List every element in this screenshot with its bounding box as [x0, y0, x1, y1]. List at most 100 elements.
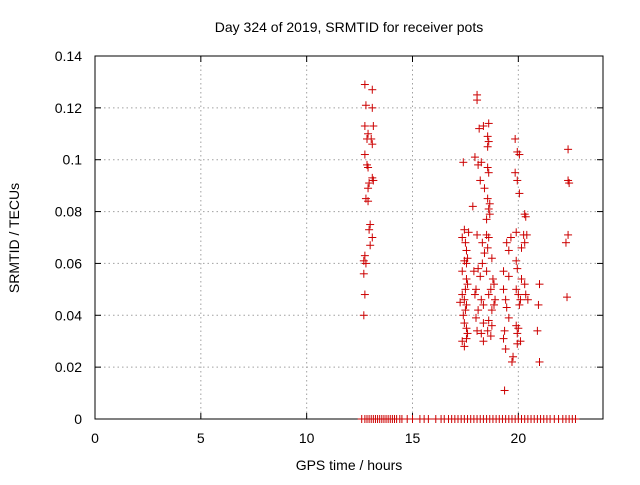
data-point: [520, 280, 529, 289]
data-point: [484, 316, 493, 325]
y-axis-label: SRMTID / TECUs: [6, 183, 22, 293]
data-point: [486, 332, 495, 341]
data-point: [459, 158, 468, 167]
data-point: [470, 153, 479, 162]
data-point: [483, 243, 492, 252]
data-point: [564, 230, 573, 239]
data-point: [473, 230, 482, 239]
data-point: [359, 269, 368, 278]
data-point: [360, 80, 369, 89]
data-point: [488, 274, 497, 283]
data-point: [461, 238, 470, 247]
data-point: [474, 160, 483, 169]
y-tick-label: 0: [74, 411, 82, 427]
data-point: [563, 293, 572, 302]
data-point: [507, 357, 516, 366]
data-point: [359, 311, 368, 320]
data-point: [460, 295, 469, 304]
data-point: [478, 259, 487, 268]
y-tick-label: 0.06: [55, 255, 82, 271]
data-point: [513, 329, 522, 338]
data-point: [515, 150, 524, 159]
grid-lines: [95, 56, 603, 419]
data-point: [491, 295, 500, 304]
data-point: [500, 326, 509, 335]
data-point: [364, 129, 373, 138]
y-tick-label: 0.08: [55, 204, 82, 220]
data-point: [368, 233, 377, 242]
data-point: [367, 134, 376, 143]
data-point: [475, 124, 484, 133]
data-points: [357, 80, 580, 423]
data-point: [462, 259, 471, 268]
x-tick-label: 10: [299, 430, 315, 446]
data-point: [360, 290, 369, 299]
data-point: [520, 238, 529, 247]
data-point: [512, 256, 521, 265]
data-point: [483, 194, 492, 203]
data-point: [474, 264, 483, 273]
data-point: [504, 272, 513, 281]
data-point: [483, 326, 492, 335]
data-point: [535, 357, 544, 366]
data-point: [513, 264, 522, 273]
data-point: [364, 184, 373, 193]
data-point: [482, 267, 491, 276]
data-point: [571, 415, 580, 423]
data-point: [470, 290, 479, 299]
data-point: [473, 96, 482, 105]
data-point: [462, 334, 471, 343]
data-point: [512, 228, 521, 237]
data-point: [461, 285, 470, 294]
data-point: [499, 334, 508, 343]
data-point: [458, 233, 467, 242]
data-point: [485, 210, 494, 219]
data-point: [365, 225, 374, 234]
data-point: [464, 228, 473, 237]
data-point: [461, 306, 470, 315]
data-point: [504, 313, 513, 322]
data-point: [458, 290, 467, 299]
y-tick-label: 0.12: [55, 100, 82, 116]
data-point: [514, 290, 523, 299]
data-point: [478, 238, 487, 247]
data-point: [360, 122, 369, 131]
y-tick-label: 0.14: [55, 48, 82, 64]
data-point: [424, 415, 433, 423]
data-point: [484, 119, 493, 128]
data-point: [489, 300, 498, 309]
data-point: [564, 145, 573, 154]
data-point: [474, 306, 483, 315]
data-point: [456, 298, 465, 307]
data-point: [506, 233, 515, 242]
data-point: [534, 300, 543, 309]
data-point: [365, 179, 374, 188]
data-point: [486, 285, 495, 294]
data-point: [473, 326, 482, 335]
data-point: [484, 137, 493, 146]
data-point: [561, 238, 570, 247]
data-point: [515, 300, 524, 309]
data-point: [458, 337, 467, 346]
data-point: [460, 342, 469, 351]
data-point: [462, 246, 471, 255]
x-tick-label: 20: [511, 430, 527, 446]
data-point: [499, 267, 508, 276]
data-point: [533, 326, 542, 335]
data-point: [463, 280, 472, 289]
x-tick-label: 5: [197, 430, 205, 446]
data-point: [368, 140, 377, 149]
data-point: [361, 259, 370, 268]
data-point: [535, 280, 544, 289]
data-point: [500, 386, 509, 395]
data-point: [565, 179, 574, 188]
data-point: [472, 285, 480, 294]
data-point: [515, 189, 524, 198]
data-point: [361, 101, 370, 110]
data-point: [462, 324, 471, 333]
data-point: [514, 324, 523, 333]
data-point: [468, 202, 477, 211]
y-tick-label: 0.04: [55, 307, 82, 323]
x-tick-label: 0: [91, 430, 99, 446]
